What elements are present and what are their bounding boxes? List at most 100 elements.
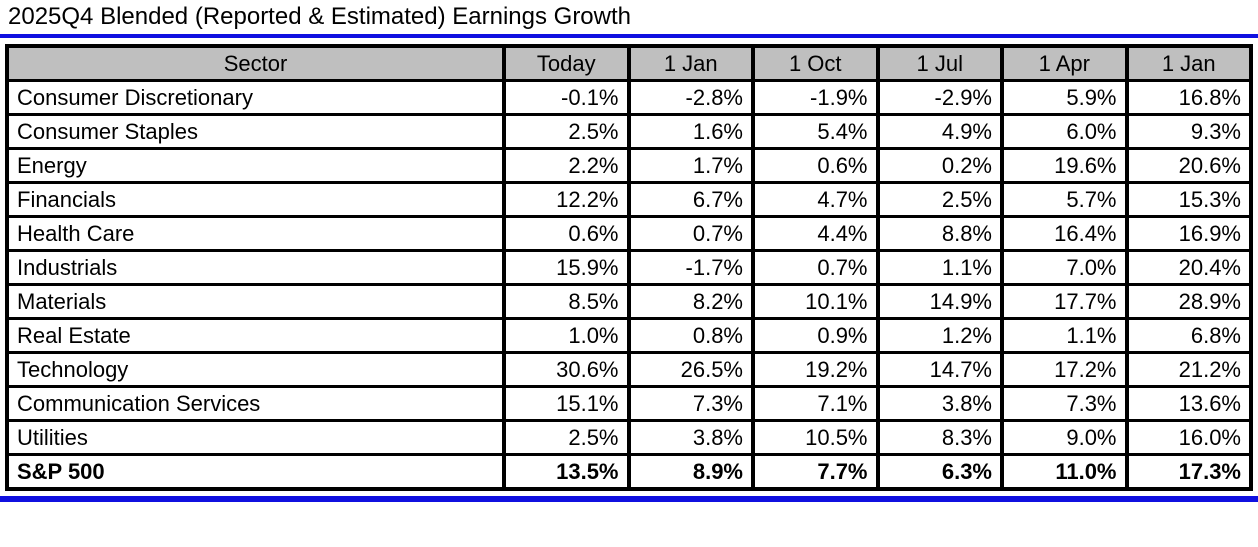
value-cell: 0.2% [875,147,1004,184]
value-cell: 3.8% [875,385,1004,422]
table-row: Energy 2.2% 1.7% 0.6% 0.2% 19.6% 20.6% [5,147,1253,184]
value-cell: 1.6% [626,113,755,150]
value-cell: 20.4% [1124,249,1253,286]
sector-cell: Health Care [5,215,506,252]
column-header-date: 1 Jan [626,44,755,82]
value-cell: 15.9% [502,249,631,286]
sector-cell: Financials [5,181,506,218]
value-cell: 0.6% [502,215,631,252]
earnings-page: 2025Q4 Blended (Reported & Estimated) Ea… [0,3,1258,502]
value-cell: 0.7% [626,215,755,252]
value-cell: 14.9% [875,283,1004,320]
value-cell: 14.7% [875,351,1004,388]
value-cell: 0.7% [751,249,880,286]
value-cell: 19.2% [751,351,880,388]
value-cell: 1.7% [626,147,755,184]
sector-cell: Real Estate [5,317,506,354]
value-cell: -2.9% [875,79,1004,116]
value-cell: 8.5% [502,283,631,320]
value-cell: 10.1% [751,283,880,320]
header-row: Sector Today 1 Jan 1 Oct 1 Jul 1 Apr 1 Jan [5,44,1253,82]
value-cell: 6.7% [626,181,755,218]
value-cell: 12.2% [502,181,631,218]
table-row: Consumer Discretionary -0.1% -2.8% -1.9% -2.… [5,79,1253,116]
table-row: Real Estate 1.0% 0.8% 0.9% 1.2% 1.1% 6.8% [5,317,1253,354]
value-cell: -0.1% [502,79,631,116]
table-row: Technology 30.6% 26.5% 19.2% 14.7% 17.2% 21.2% [5,351,1253,388]
value-cell: 1.1% [875,249,1004,286]
value-cell: 4.9% [875,113,1004,150]
total-row: S&P 500 13.5% 8.9% 7.7% 6.3% 11.0% 17.3% [5,453,1253,491]
table-row: Communication Services 15.1% 7.3% 7.1% 3.8% 7… [5,385,1253,422]
value-cell: 16.4% [1000,215,1129,252]
value-cell: 7.1% [751,385,880,422]
value-cell: 15.3% [1124,181,1253,218]
column-header-date: 1 Jul [875,44,1004,82]
value-cell: 4.7% [751,181,880,218]
sector-cell: Utilities [5,419,506,456]
value-cell: 7.0% [1000,249,1129,286]
value-cell: 16.9% [1124,215,1253,252]
value-cell: 1.2% [875,317,1004,354]
value-cell: 8.9% [626,453,755,491]
value-cell: 16.8% [1124,79,1253,116]
title-underline-rule [0,34,1258,38]
table-row: Health Care 0.6% 0.7% 4.4% 8.8% 16.4% 16.9% [5,215,1253,252]
value-cell: 2.5% [875,181,1004,218]
value-cell: 4.4% [751,215,880,252]
sector-cell: S&P 500 [5,453,506,491]
value-cell: 17.7% [1000,283,1129,320]
value-cell: 5.7% [1000,181,1129,218]
column-header-date: 1 Jan [1124,44,1253,82]
value-cell: 9.3% [1124,113,1253,150]
value-cell: 21.2% [1124,351,1253,388]
sector-cell: Materials [5,283,506,320]
value-cell: 26.5% [626,351,755,388]
value-cell: 6.0% [1000,113,1129,150]
page-title: 2025Q4 Blended (Reported & Estimated) Ea… [8,3,632,30]
value-cell: 17.2% [1000,351,1129,388]
sector-cell: Consumer Staples [5,113,506,150]
value-cell: -2.8% [626,79,755,116]
value-cell: 7.7% [751,453,880,491]
sector-cell: Technology [5,351,506,388]
value-cell: 13.6% [1124,385,1253,422]
value-cell: 19.6% [1000,147,1129,184]
value-cell: 20.6% [1124,147,1253,184]
value-cell: 2.5% [502,113,631,150]
value-cell: 6.3% [875,453,1004,491]
value-cell: 15.1% [502,385,631,422]
value-cell: 5.4% [751,113,880,150]
sector-cell: Industrials [5,249,506,286]
value-cell: 7.3% [626,385,755,422]
value-cell: 13.5% [502,453,631,491]
value-cell: 6.8% [1124,317,1253,354]
sector-cell: Energy [5,147,506,184]
earnings-table: Sector Today 1 Jan 1 Oct 1 Jul 1 Apr 1 Jan Con… [5,44,1253,491]
value-cell: 1.1% [1000,317,1129,354]
table-row: Financials 12.2% 6.7% 4.7% 2.5% 5.7% 15.3% [5,181,1253,218]
value-cell: 11.0% [1000,453,1129,491]
value-cell: 2.5% [502,419,631,456]
value-cell: 8.2% [626,283,755,320]
value-cell: 8.3% [875,419,1004,456]
value-cell: -1.9% [751,79,880,116]
value-cell: 0.8% [626,317,755,354]
table-row: Utilities 2.5% 3.8% 10.5% 8.3% 9.0% 16.0% [5,419,1253,456]
value-cell: 0.6% [751,147,880,184]
column-header-date: Today [502,44,631,82]
value-cell: 0.9% [751,317,880,354]
value-cell: 3.8% [626,419,755,456]
column-header-date: 1 Oct [751,44,880,82]
value-cell: 2.2% [502,147,631,184]
table-row: Materials 8.5% 8.2% 10.1% 14.9% 17.7% 28.9% [5,283,1253,320]
value-cell: 16.0% [1124,419,1253,456]
value-cell: 7.3% [1000,385,1129,422]
column-header-date: 1 Apr [1000,44,1129,82]
bottom-accent-rule [0,496,1258,502]
value-cell: 1.0% [502,317,631,354]
value-cell: 5.9% [1000,79,1129,116]
column-header-sector: Sector [5,44,506,82]
value-cell: 8.8% [875,215,1004,252]
value-cell: 30.6% [502,351,631,388]
